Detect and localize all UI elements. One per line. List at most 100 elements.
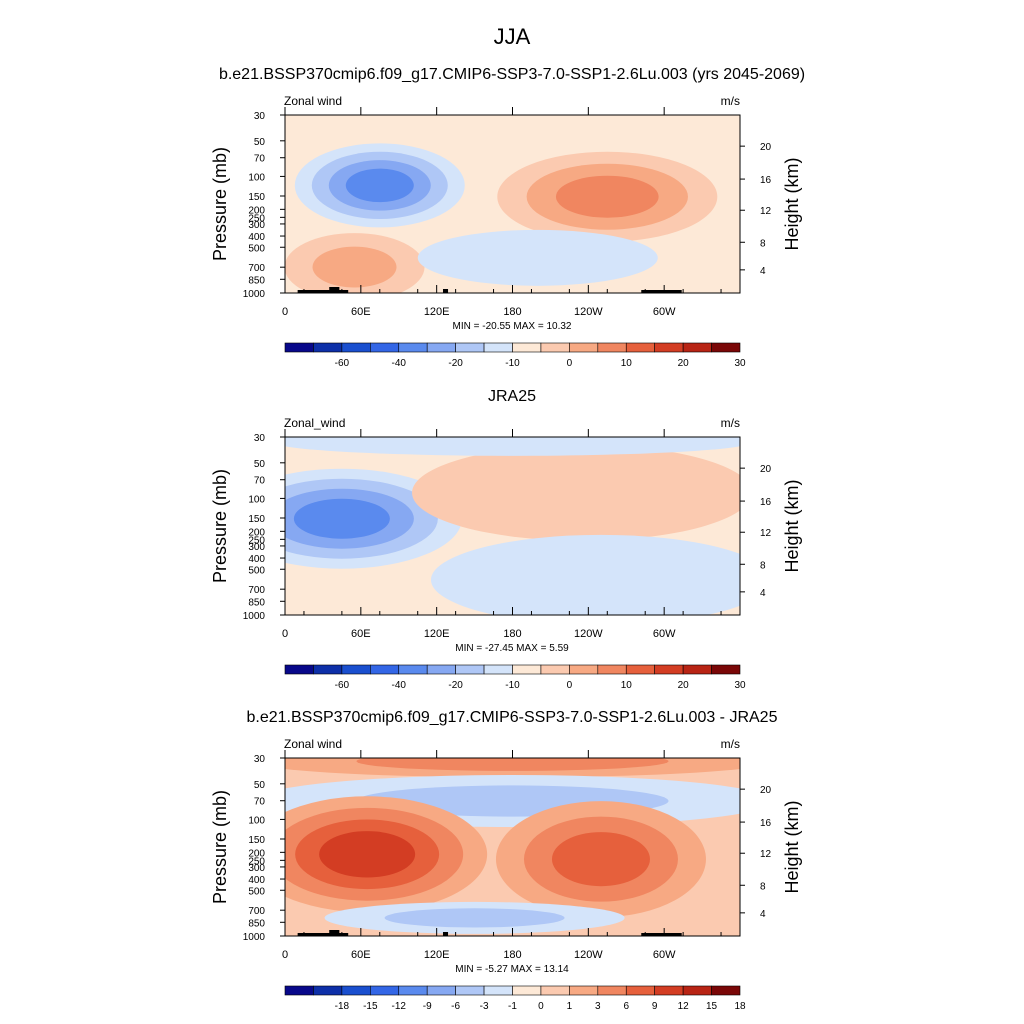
- colorbar-box: [426, 664, 456, 675]
- colorbar-label: 3: [595, 1001, 601, 1012]
- y-tick-label: 50: [254, 780, 266, 791]
- y-tick-label: 500: [248, 565, 265, 576]
- y-right-axis-title: Height (km): [782, 800, 802, 893]
- y-tick-label: 100: [248, 172, 265, 183]
- colorbar-box: [398, 664, 428, 675]
- x-tick-label: 0: [282, 306, 288, 318]
- colorbar-box: [455, 342, 485, 353]
- y-right-tick-label: 12: [760, 528, 772, 539]
- colorbar-box: [398, 342, 428, 353]
- colorbar-box: [540, 664, 570, 675]
- y-right-tick-label: 16: [760, 497, 772, 508]
- colorbar-box: [711, 342, 741, 353]
- topography: [297, 933, 349, 936]
- y-right-axis-title: Height (km): [782, 479, 802, 572]
- contour-region: [345, 168, 414, 203]
- colorbar-box: [370, 664, 400, 675]
- colorbar-box: [597, 342, 627, 353]
- x-tick-label: 120E: [424, 949, 450, 961]
- colorbar-box: [370, 985, 400, 996]
- topography: [297, 290, 349, 293]
- y-tick-label: 400: [248, 875, 265, 886]
- topography: [442, 932, 449, 936]
- y-tick-label: 250: [248, 213, 265, 224]
- colorbar-box: [540, 985, 570, 996]
- contour-region: [417, 229, 658, 286]
- colorbar-box: [512, 664, 542, 675]
- y-axis-title: Pressure (mb): [210, 469, 230, 583]
- colorbar-box: [569, 342, 599, 353]
- y-right-tick-label: 12: [760, 849, 772, 860]
- y-right-tick-label: 20: [760, 142, 772, 153]
- plot-area: [285, 437, 740, 615]
- topography: [329, 930, 340, 936]
- colorbar-label: 20: [678, 358, 690, 369]
- colorbar-box: [284, 342, 314, 353]
- y-right-tick-label: 4: [760, 266, 766, 277]
- colorbar-box: [654, 985, 684, 996]
- y-tick-label: 500: [248, 243, 265, 254]
- colorbar-box: [284, 985, 314, 996]
- colorbar-box: [625, 342, 655, 353]
- colorbar-label: 10: [621, 358, 633, 369]
- y-tick-label: 400: [248, 232, 265, 243]
- colorbar-box: [625, 985, 655, 996]
- y-tick-label: 700: [248, 906, 265, 917]
- contour-region: [319, 831, 416, 878]
- y-tick-label: 400: [248, 554, 265, 565]
- colorbar-box: [313, 985, 343, 996]
- x-tick-label: 120E: [424, 306, 450, 318]
- colorbar-box: [398, 985, 428, 996]
- x-tick-label: 60E: [351, 949, 371, 961]
- colorbar-label: 0: [538, 1001, 544, 1012]
- panel-title: JRA25: [488, 388, 536, 405]
- x-tick-label: 120W: [574, 628, 603, 640]
- y-tick-label: 70: [254, 154, 266, 165]
- y-tick-label: 850: [248, 275, 265, 286]
- colorbar-box: [455, 985, 485, 996]
- y-axis-title: Pressure (mb): [210, 147, 230, 261]
- y-tick-label: 1000: [243, 932, 266, 943]
- y-right-axis-title: Height (km): [782, 157, 802, 250]
- colorbar-label: 6: [623, 1001, 629, 1012]
- colorbar-label: -1: [508, 1001, 517, 1012]
- topography: [442, 289, 449, 293]
- contour-region: [412, 444, 740, 541]
- y-tick-label: 250: [248, 856, 265, 867]
- colorbar-label: -40: [392, 358, 407, 369]
- plot-area: [285, 758, 740, 936]
- y-tick-label: 150: [248, 514, 265, 525]
- y-tick-label: 70: [254, 797, 266, 808]
- x-tick-label: 60E: [351, 306, 371, 318]
- y-right-tick-label: 16: [760, 818, 772, 829]
- contour-region: [551, 832, 650, 887]
- colorbar-box: [597, 985, 627, 996]
- y-right-tick-label: 16: [760, 175, 772, 186]
- colorbar-label: 20: [678, 680, 690, 691]
- y-right-tick-label: 4: [760, 588, 766, 599]
- y-tick-label: 200: [248, 848, 265, 859]
- plot-area: [285, 115, 740, 293]
- x-tick-label: 0: [282, 628, 288, 640]
- colorbar-box: [682, 342, 712, 353]
- unit-label: m/s: [721, 737, 740, 751]
- colorbar-label: -60: [335, 680, 350, 691]
- colorbar-box: [597, 664, 627, 675]
- panel-title: b.e21.BSSP370cmip6.f09_g17.CMIP6-SSP3-7.…: [219, 66, 805, 83]
- y-right-tick-label: 12: [760, 206, 772, 217]
- y-tick-label: 300: [248, 220, 265, 231]
- colorbar-box: [483, 985, 513, 996]
- y-right-tick-label: 4: [760, 909, 766, 920]
- colorbar-label: 9: [652, 1001, 658, 1012]
- colorbar-label: 30: [734, 358, 746, 369]
- colorbar-box: [682, 985, 712, 996]
- x-tick-label: 0: [282, 949, 288, 961]
- colorbar-box: [313, 342, 343, 353]
- colorbar-label: 12: [678, 1001, 690, 1012]
- x-tick-label: 180: [503, 949, 521, 961]
- colorbar-box: [711, 985, 741, 996]
- colorbar-label: 0: [567, 358, 573, 369]
- unit-label: m/s: [721, 416, 740, 430]
- colorbar-box: [625, 664, 655, 675]
